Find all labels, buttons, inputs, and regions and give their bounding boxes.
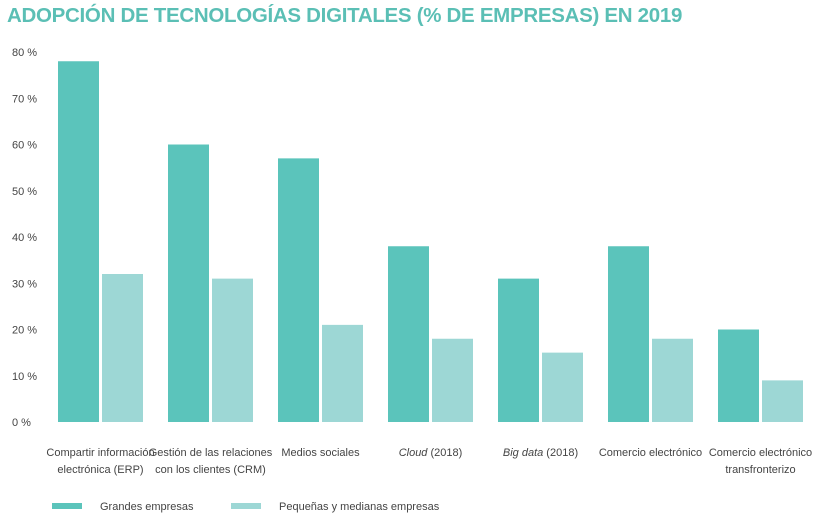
category-label: Big data (2018) xyxy=(503,447,578,459)
category-label: Comercio electrónico xyxy=(709,447,812,459)
category-label: Cloud (2018) xyxy=(399,447,463,459)
bar-pymes xyxy=(542,352,583,422)
category-label: Gestión de las relaciones xyxy=(149,447,273,459)
legend-swatch xyxy=(231,503,261,509)
legend-label: Grandes empresas xyxy=(100,501,194,513)
category-label: Medios sociales xyxy=(281,447,360,459)
bar-grandes xyxy=(498,278,539,422)
bar-pymes xyxy=(652,338,693,422)
bar-grandes xyxy=(58,61,99,422)
y-tick-label: 0 % xyxy=(12,417,31,429)
bar-grandes xyxy=(278,158,319,422)
bar-pymes xyxy=(212,278,253,422)
y-tick-label: 80 % xyxy=(12,47,37,59)
y-tick-label: 20 % xyxy=(12,325,37,337)
bar-grandes xyxy=(608,246,649,422)
bar-pymes xyxy=(102,274,143,422)
category-label: electrónica (ERP) xyxy=(57,464,143,476)
y-tick-label: 60 % xyxy=(12,140,37,152)
y-tick-label: 30 % xyxy=(12,278,37,290)
category-label: Compartir información xyxy=(46,447,154,459)
bar-grandes xyxy=(388,246,429,422)
category-label: Comercio electrónico xyxy=(599,447,702,459)
bar-pymes xyxy=(762,380,803,422)
bar-grandes xyxy=(168,144,209,422)
category-label: con los clientes (CRM) xyxy=(155,464,266,476)
y-tick-label: 50 % xyxy=(12,186,37,198)
bar-grandes xyxy=(718,329,759,422)
y-tick-label: 10 % xyxy=(12,371,37,383)
legend-swatch xyxy=(52,503,82,509)
chart-title: ADOPCIÓN DE TECNOLOGÍAS DIGITALES (% DE … xyxy=(7,4,683,27)
legend-label: Pequeñas y medianas empresas xyxy=(279,501,440,513)
y-tick-label: 40 % xyxy=(12,232,37,244)
bar-pymes xyxy=(432,338,473,422)
category-label: transfronterizo xyxy=(725,464,795,476)
y-tick-label: 70 % xyxy=(12,93,37,105)
bar-pymes xyxy=(322,324,363,422)
